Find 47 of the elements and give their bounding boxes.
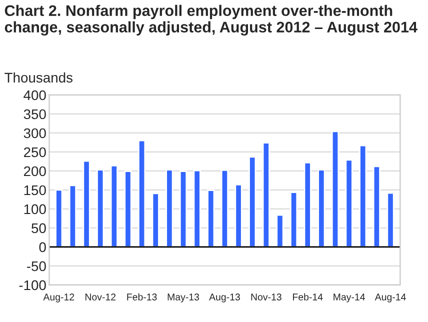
y-tick-label: 100	[24, 204, 46, 214]
x-tick-label: May-14	[334, 294, 365, 302]
bar	[207, 190, 215, 248]
y-tick-label: 300	[24, 128, 46, 138]
y-tick-label: 350	[24, 109, 46, 120]
bar	[179, 170, 188, 248]
y-tick-label: 150	[24, 185, 46, 196]
y-tick-label: -100	[19, 280, 46, 290]
y-axis-title: Thousands	[4, 72, 72, 83]
x-tick-label: Aug-13	[209, 294, 240, 302]
bar	[359, 144, 367, 248]
x-tick-label: Feb-14	[293, 293, 323, 300]
bar	[248, 156, 256, 248]
bar	[318, 169, 326, 248]
bar	[234, 184, 242, 248]
bar	[166, 169, 174, 248]
bar	[68, 184, 77, 248]
x-tick-label: Aug-14	[374, 294, 406, 302]
x-tick-label: May-13	[168, 294, 200, 302]
bar	[345, 159, 353, 248]
x-tick-label: Feb-13	[127, 293, 157, 300]
bar	[193, 170, 201, 248]
chart-title: Chart 2. Nonfarm payroll employment over-the-month change, seasonally adjusted, August 2012 – August 2014	[4, 4, 418, 36]
x-tick-label: Nov-12	[85, 294, 116, 300]
bar	[372, 166, 380, 248]
bar	[386, 192, 394, 248]
bar	[276, 214, 284, 248]
bar	[55, 189, 63, 248]
x-tick-label: Nov-13	[251, 294, 282, 300]
bar	[331, 130, 340, 248]
bar	[124, 170, 132, 248]
bar	[262, 142, 270, 248]
bar	[96, 169, 104, 248]
bar	[138, 140, 146, 248]
y-tick-label: 400	[24, 90, 46, 100]
bar	[152, 192, 160, 248]
bar	[82, 160, 90, 248]
y-tick-label: 200	[24, 166, 46, 176]
y-tick-label: 50	[32, 223, 46, 234]
bar	[220, 170, 229, 248]
y-tick-label: -50	[26, 261, 46, 272]
y-tick-label: 0	[39, 242, 46, 252]
bar	[304, 162, 312, 248]
x-tick-label: Aug-12	[43, 294, 74, 302]
y-tick-label: 250	[24, 147, 46, 158]
bar	[110, 164, 118, 248]
bar	[290, 192, 298, 248]
